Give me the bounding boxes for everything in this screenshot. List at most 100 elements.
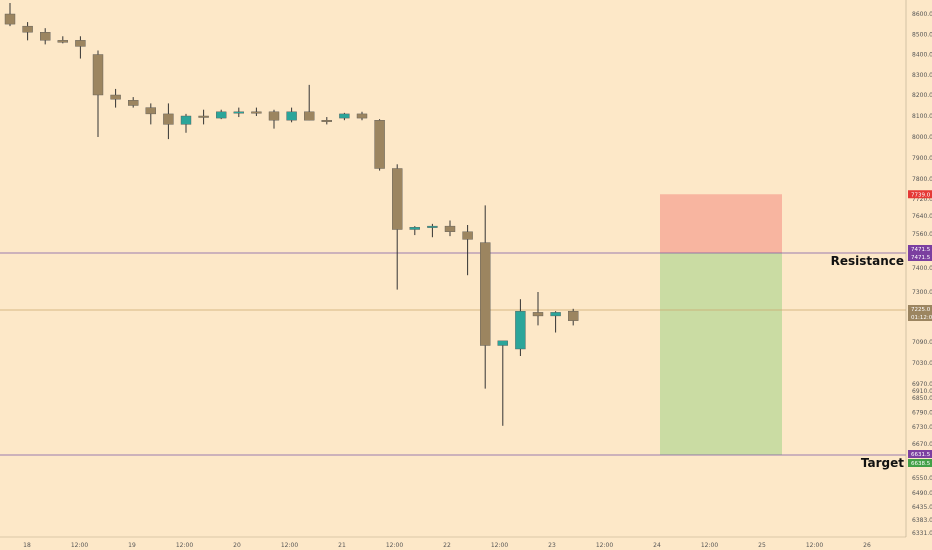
take-profit-zone (660, 253, 782, 455)
candle-body-down (251, 111, 262, 114)
current-price-tag-text: 7225.0 (911, 307, 931, 313)
y-tick-label: 7560.0 (912, 231, 932, 238)
candle-body-down (444, 225, 456, 232)
y-tick-label: 8400.0 (912, 52, 932, 59)
x-tick-label: 22 (443, 542, 451, 549)
x-tick-label: 24 (653, 542, 661, 549)
x-tick-label: 18 (23, 542, 31, 549)
candle (92, 50, 104, 137)
candle-body-down (163, 113, 174, 125)
current-price-tag-bg (908, 305, 932, 313)
y-tick-label: 7400.0 (912, 265, 932, 272)
candle (22, 22, 33, 41)
countdown-tag: 01:12:05 (908, 313, 932, 321)
y-tick-label: 6550.0 (912, 475, 932, 482)
candle-body-down (145, 107, 157, 115)
y-tick-label: 6970.0 (912, 381, 932, 388)
candle-body-down (356, 113, 368, 119)
stop-price-tag-text: 7739.0 (911, 192, 931, 198)
candle-body-down (374, 119, 385, 169)
y-tick-label: 8300.0 (912, 72, 932, 79)
candle-body-up (215, 111, 227, 119)
candle-body-down (268, 111, 280, 121)
x-tick-label: 12:00 (386, 542, 403, 549)
candle-body-up (180, 115, 192, 125)
candle (75, 36, 86, 59)
y-tick-label: 8200.0 (912, 92, 932, 99)
y-tick-label: 6670.0 (912, 441, 932, 448)
target-price-tag-top-bg (908, 450, 932, 458)
candle-body-down (92, 54, 104, 96)
candle (110, 88, 121, 108)
candle-body-down (480, 242, 491, 346)
resistance-price-tag-top: 7471.5 (908, 245, 932, 253)
candle-body-down (4, 13, 16, 25)
y-tick-label: 6383.0 (912, 517, 932, 524)
candle (444, 220, 456, 237)
y-tick-label: 6331.0 (912, 530, 932, 537)
resistance-price-tag-bottom-text: 7471.5 (911, 255, 931, 261)
candle-body-up (409, 227, 420, 230)
target-price-tag-bottom-bg (908, 459, 932, 467)
candle (356, 111, 368, 121)
candle (339, 112, 350, 121)
candle (532, 292, 544, 326)
target-price-tag-top: 6631.5 (908, 450, 932, 458)
candle-body-down (127, 100, 139, 106)
candle (198, 109, 209, 125)
x-tick-label: 26 (863, 542, 871, 549)
candle-body-up (550, 312, 561, 317)
candle (462, 225, 473, 276)
x-tick-label: 12:00 (701, 542, 718, 549)
y-tick-label: 8600.0 (912, 11, 932, 18)
resistance-price-tag-top-bg (908, 245, 932, 253)
stop-price-tag: 7739.0 (908, 190, 932, 199)
candle-body-down (532, 312, 544, 317)
x-tick-label: 25 (758, 542, 766, 549)
candle-body-down (568, 310, 579, 321)
candle (515, 299, 526, 356)
y-tick-label: 6790.0 (912, 410, 932, 417)
y-tick-label: 8500.0 (912, 31, 932, 38)
x-tick-label: 19 (128, 542, 136, 549)
x-tick-label: 12:00 (176, 542, 193, 549)
candle (145, 103, 157, 125)
y-tick-label: 7800.0 (912, 176, 932, 183)
current-price-tag: 7225.0 (908, 305, 932, 313)
x-tick-label: 12:00 (71, 542, 88, 549)
candle (215, 109, 227, 120)
candle-body-down (75, 40, 86, 47)
candle-body-down (40, 32, 51, 41)
candle (57, 36, 68, 44)
candle (304, 84, 315, 121)
x-tick-label: 12:00 (596, 542, 613, 549)
candle (268, 109, 280, 129)
resistance-price-tag-bottom-bg (908, 253, 932, 261)
candle-body-up (233, 111, 245, 114)
candle-body-up (286, 111, 297, 121)
x-tick-label: 20 (233, 542, 241, 549)
resistance-price-tag-bottom: 7471.5 (908, 253, 932, 261)
x-tick-label: 12:00 (491, 542, 508, 549)
x-tick-label: 12:00 (281, 542, 298, 549)
candle (163, 103, 174, 140)
candle-body-up (515, 310, 526, 350)
x-tick-label: 23 (548, 542, 556, 549)
candle-body-up (427, 225, 438, 228)
resistance-price-tag-top-text: 7471.5 (911, 247, 931, 253)
candle-body-down (198, 115, 209, 118)
y-tick-label: 6435.0 (912, 504, 932, 511)
candle (497, 340, 508, 426)
candle (480, 205, 491, 389)
y-tick-label: 6490.0 (912, 490, 932, 497)
target-price-tag-top-text: 6631.5 (911, 452, 931, 458)
candle-body-down (462, 231, 473, 240)
candle (321, 117, 332, 125)
candle (409, 226, 420, 236)
y-tick-label: 7900.0 (912, 155, 932, 162)
y-tick-label: 8000.0 (912, 134, 932, 141)
candle-body-down (321, 119, 332, 122)
resistance-label: Resistance (831, 254, 904, 268)
